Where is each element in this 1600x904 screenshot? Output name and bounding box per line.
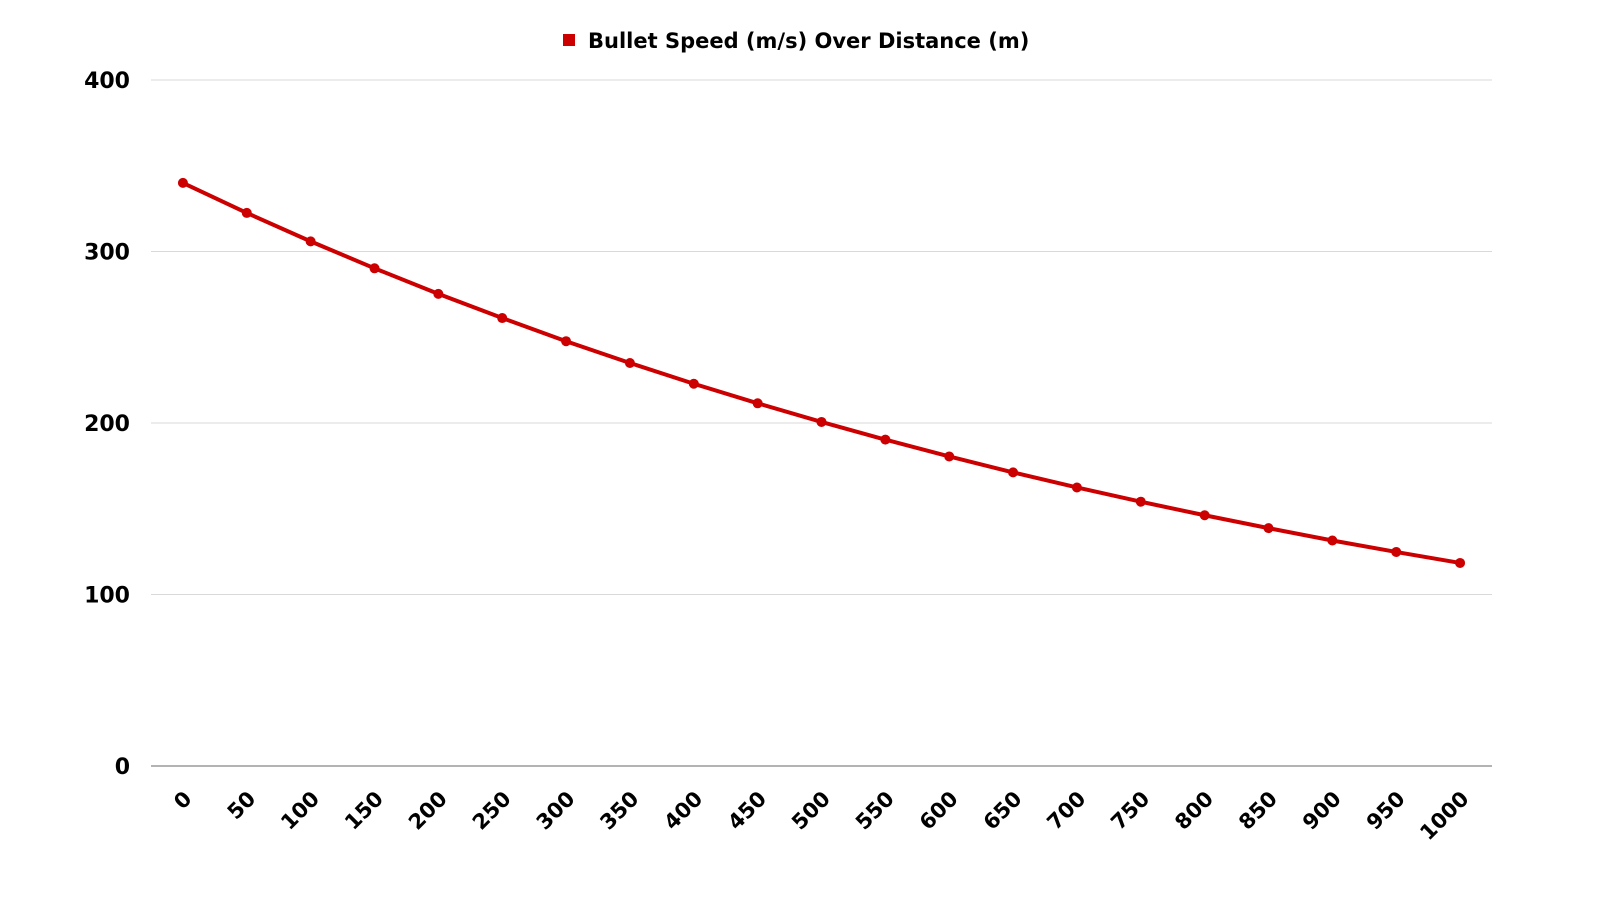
data-point (369, 263, 380, 274)
x-tick-label: 1000 (1415, 787, 1473, 845)
data-point (241, 207, 252, 218)
x-tick-label: 850 (1234, 787, 1282, 835)
data-point (1391, 546, 1402, 557)
data-point (624, 357, 635, 368)
data-point (1263, 523, 1274, 534)
y-tick-label: 100 (84, 584, 130, 609)
data-point (1327, 535, 1338, 546)
x-tick-label: 200 (404, 787, 452, 835)
data-point (1455, 557, 1466, 568)
y-tick-label: 0 (115, 755, 130, 780)
x-tick-label: 950 (1362, 787, 1410, 835)
data-point (305, 236, 316, 247)
data-point (944, 451, 955, 462)
x-tick-label: 600 (915, 787, 963, 835)
x-tick-label: 900 (1298, 787, 1346, 835)
x-tick-label: 50 (223, 787, 261, 825)
data-point (561, 336, 572, 347)
data-point (688, 378, 699, 389)
x-tick-label: 700 (1042, 787, 1090, 835)
legend: Bullet Speed (m/s) Over Distance (m) (563, 29, 1029, 53)
x-tick-label: 150 (340, 787, 388, 835)
x-tick-label: 350 (595, 787, 643, 835)
data-point (1135, 496, 1146, 507)
x-tick-label: 300 (532, 787, 580, 835)
x-tick-label: 250 (468, 787, 516, 835)
y-tick-label: 400 (84, 69, 130, 94)
x-tick-label: 400 (659, 787, 707, 835)
data-point (433, 288, 444, 299)
data-point (177, 177, 188, 188)
data-point (1199, 510, 1210, 521)
y-tick-label: 200 (84, 412, 130, 437)
x-tick-label: 550 (851, 787, 899, 835)
data-point (1008, 467, 1019, 478)
data-point (752, 398, 763, 409)
series-line (182, 181, 1461, 565)
legend-label: Bullet Speed (m/s) Over Distance (m) (588, 29, 1029, 53)
data-point (497, 313, 508, 324)
data-point (816, 416, 827, 427)
x-tick-label: 0 (169, 787, 196, 814)
x-tick-label: 500 (787, 787, 835, 835)
data-point (1071, 482, 1082, 493)
x-tick-label: 800 (1170, 787, 1218, 835)
legend-swatch (563, 34, 575, 46)
data-point (880, 434, 891, 445)
y-tick-label: 300 (84, 241, 130, 266)
x-tick-label: 450 (723, 787, 771, 835)
x-tick-label: 750 (1106, 787, 1154, 835)
x-tick-label: 100 (276, 787, 324, 835)
x-tick-label: 650 (979, 787, 1027, 835)
